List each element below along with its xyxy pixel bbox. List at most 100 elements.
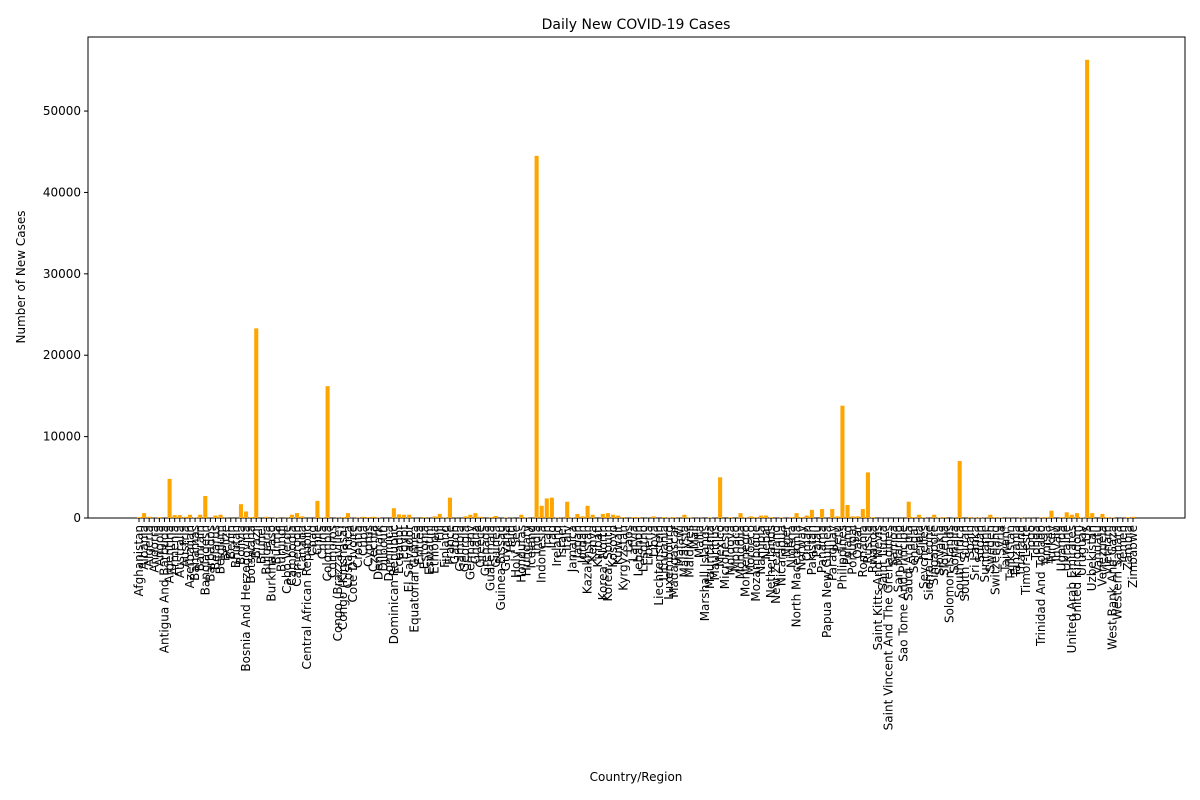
bar (213, 515, 218, 518)
x-tick-label: Afghanistan (132, 525, 146, 596)
x-tick-label: Somalia (948, 525, 962, 573)
x-tick-label: Ireland (550, 525, 564, 567)
x-tick-label: Serbia (912, 525, 926, 563)
x-tick-label: Angola (152, 525, 166, 566)
x-axis-label: Country/Region (590, 770, 683, 784)
x-tick-label: Saint Lucia (876, 525, 890, 591)
x-tick-label: Albania (137, 525, 151, 570)
x-tick-label: Togo (1024, 525, 1038, 554)
x-tick-label: France (443, 525, 457, 565)
bar (167, 478, 172, 518)
x-tick-label: Lithuania (657, 525, 671, 581)
x-tick-label: Rwanda (866, 525, 880, 573)
x-tick-label: Finland (438, 525, 452, 568)
bar (621, 517, 626, 518)
bar (371, 516, 376, 518)
bar (763, 515, 769, 518)
x-tick-label: Romania (856, 525, 870, 577)
x-tick-label: Croatia (351, 525, 365, 568)
bar (289, 514, 294, 518)
bar (835, 516, 840, 518)
x-tick-label: Sweden (983, 525, 997, 572)
x-tick-label: Oman (800, 525, 814, 561)
bar (1090, 513, 1095, 518)
x-tick-label: Cuba (356, 525, 370, 556)
x-tick-label: India (530, 525, 544, 554)
x-tick-label: Uruguay (1075, 525, 1089, 576)
x-tick-label: Cameroon (290, 525, 304, 587)
x-tick-label: Nigeria (784, 525, 798, 568)
x-tick-label: Botswana (244, 525, 258, 584)
bar (294, 513, 300, 518)
x-tick-label: Burma (270, 525, 284, 565)
bar (147, 516, 152, 518)
x-tick-label: Brazil (249, 525, 263, 559)
x-tick-label: Gabon (448, 525, 462, 564)
x-tick-label: South Africa (953, 525, 967, 598)
x-tick-label: Marshall Islands (698, 525, 712, 621)
x-tick-label: Nicaragua (774, 525, 788, 586)
bar (600, 513, 605, 518)
x-tick-label: Belarus (208, 525, 222, 570)
x-tick-label: Georgia (458, 525, 472, 572)
x-tick-label: Saint Vincent And The Grenadines (881, 525, 895, 730)
x-tick-label: Italy (560, 525, 574, 551)
x-tick-label: Norway (795, 525, 809, 571)
x-tick-label: Czechia (366, 525, 380, 572)
x-tick-label: Eswatini (423, 525, 437, 575)
x-tick-label: Tonga (1029, 525, 1043, 561)
bar (463, 516, 468, 518)
x-tick-label: Laos (621, 525, 635, 553)
x-tick-label: West Bank And Gaza (1106, 525, 1120, 650)
x-tick-label: Cote D'Ivoire (346, 525, 360, 603)
x-tick-label: Lebanon (632, 525, 646, 576)
x-tick-label: Iceland (525, 525, 539, 568)
bar (738, 513, 743, 518)
x-tick-label: Malta (693, 525, 707, 558)
x-tick-label: Armenia (168, 525, 182, 575)
x-tick-label: Mozambique (749, 525, 763, 602)
x-tick-label: Luxembourg (662, 525, 676, 600)
x-tick-label: Israel (555, 525, 569, 558)
x-tick-label: Dominica (382, 525, 396, 582)
bar (493, 515, 498, 518)
x-tick-label: Russia (861, 525, 875, 564)
bar (804, 515, 809, 518)
bar (544, 498, 549, 518)
x-tick-label: Uzbekistan (1085, 525, 1099, 591)
x-tick-label: United Kingdom (1070, 525, 1084, 621)
bar (478, 516, 483, 518)
bar (325, 386, 330, 518)
x-tick-label: Kosovo (606, 525, 620, 568)
bar (534, 155, 539, 518)
x-tick-label: Syria (993, 525, 1007, 555)
y-tick-label: 10000 (43, 430, 81, 444)
x-tick-label: Argentina (163, 525, 177, 584)
bar (407, 514, 412, 518)
bar (580, 516, 585, 518)
y-axis-label: Number of New Cases (14, 210, 28, 343)
x-tick-label: Libya (647, 525, 661, 557)
bar (238, 504, 243, 518)
bar (799, 517, 804, 518)
x-tick-label: Bahrain (193, 525, 207, 571)
x-tick-label: Tuvalu (1050, 525, 1064, 565)
x-tick-label: Jordan (575, 525, 589, 564)
x-tick-label: North Macedonia (790, 525, 804, 627)
x-tick-label: Mali (688, 525, 702, 549)
bar (988, 514, 993, 518)
bar (447, 497, 452, 518)
x-tick-label: Bosnia And Herzegovina (239, 525, 253, 672)
x-tick-label: Mauritius (708, 525, 722, 580)
x-tick-label: Haiti (504, 525, 518, 553)
bar (845, 504, 850, 518)
chart-title: Daily New COVID-19 Cases (542, 17, 731, 33)
bar (820, 509, 825, 518)
bar (361, 516, 366, 518)
bar (1069, 514, 1074, 518)
x-tick-label: Tunisia (1039, 525, 1053, 567)
bar (1130, 516, 1136, 518)
x-tick-label: Nepal (759, 525, 773, 560)
bar (340, 517, 345, 518)
x-tick-label: Kuwait (611, 525, 625, 565)
